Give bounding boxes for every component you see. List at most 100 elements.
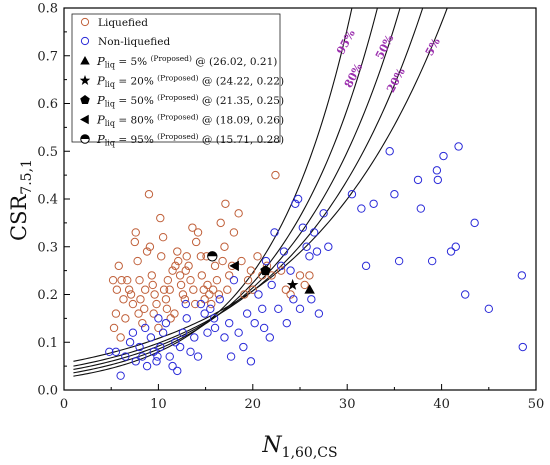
liquefied-point [214, 290, 224, 299]
liquefied-point [156, 213, 165, 223]
liquefied-point [200, 295, 209, 304]
non-liquefied-point [265, 333, 274, 342]
liquefied-point [130, 237, 140, 247]
liquefied-point [246, 266, 256, 275]
proposed-point [207, 251, 218, 262]
liquefied-point [144, 190, 154, 199]
liquefied-point [145, 242, 155, 251]
legend-pct: = 5% [115, 56, 150, 68]
curve-label: 50% [373, 32, 397, 61]
liquefied-point [124, 285, 134, 294]
legend-p-sub: liq [105, 100, 115, 109]
liquefied-point [163, 275, 173, 285]
liquefied-point [111, 309, 121, 318]
liquefied-point [128, 299, 138, 309]
non-liquefied-point [293, 194, 303, 204]
legend-pct: = 50% [115, 95, 157, 107]
non-liquefied-point [125, 338, 135, 347]
x-tick-label: 0 [60, 397, 68, 412]
liquefied-point [138, 318, 147, 328]
non-liquefied-point [518, 342, 527, 352]
legend-proposed-marker [80, 114, 89, 125]
liquefied-point [119, 295, 128, 304]
half-circle-fill [207, 251, 217, 257]
liquefied-point [178, 290, 188, 299]
liquefied-point [140, 304, 149, 314]
liquefied-point [174, 256, 183, 266]
x-tick-label: 50 [528, 397, 545, 412]
legend-liquefied-marker [80, 17, 90, 27]
non-liquefied-point [220, 333, 229, 342]
liquefied-point [196, 252, 206, 261]
non-liquefied-point [158, 328, 168, 337]
non-liquefied-point [319, 209, 328, 218]
non-liquefied-point [242, 309, 252, 318]
y-tick-label: 0.8 [37, 2, 58, 17]
non-liquefied-point [461, 290, 470, 299]
liquefied-point [180, 295, 190, 304]
non-liquefied-point [314, 309, 324, 318]
proposed-point [286, 278, 299, 290]
non-liquefied-point [432, 166, 442, 175]
liquefied-point [173, 247, 182, 256]
y-tick-label: 0.2 [37, 288, 58, 303]
y-tick-label: 0.3 [37, 240, 58, 255]
non-liquefied-point [138, 352, 147, 361]
non-liquefied-point [200, 309, 209, 318]
non-liquefied-point [416, 204, 426, 213]
liquefied-point [131, 228, 140, 237]
non-liquefied-point [369, 199, 378, 208]
legend-p-sub: liq [105, 61, 115, 70]
legend-p-sub: liq [105, 80, 115, 89]
legend-proposed-label: Pliq = 95% (Proposed) @ (15.71, 0.28) [96, 132, 284, 148]
non-liquefied-point [131, 357, 140, 366]
legend-proposed-marker [79, 75, 91, 85]
y-tick-label: 0.6 [37, 97, 58, 112]
liquefied-point [281, 285, 291, 294]
non-liquefied-point [309, 228, 319, 237]
non-liquefied-point [394, 256, 404, 266]
non-liquefied-point [171, 338, 180, 347]
legend-proposed-marker [80, 134, 90, 144]
liquefied-point [182, 252, 191, 261]
non-liquefied-point [140, 323, 150, 333]
legend-proposed-tag: (Proposed) [150, 54, 191, 63]
x-tick-label: 40 [433, 397, 450, 412]
liquefied-point [286, 290, 295, 299]
half-circle-fill [80, 134, 90, 139]
liquefied-point [253, 252, 262, 261]
liquefied-point [191, 299, 200, 309]
non-liquefied-point [446, 247, 456, 256]
liquefied-point [117, 275, 126, 285]
legend-proposed-marker [80, 56, 90, 65]
x-axis-ticks: 0 10 20 30 40 50 [60, 384, 544, 412]
liquefied-point [240, 290, 249, 299]
non-liquefied-point [165, 352, 174, 361]
non-liquefied-point [215, 295, 224, 304]
liquefied-point [150, 290, 159, 299]
non-liquefied-point [226, 352, 236, 361]
non-liquefied-point [259, 323, 269, 333]
non-liquefied-point [175, 342, 185, 352]
non-liquefied-point [168, 361, 177, 371]
liquefied-point [149, 309, 158, 318]
liquefied-point [205, 290, 214, 299]
liquefied-point [234, 209, 243, 218]
non-liquefied-point [484, 304, 493, 314]
non-liquefied-point [146, 333, 156, 342]
legend-p-symbol: P [96, 93, 105, 107]
liquefied-point [165, 285, 174, 294]
liquefied-point [207, 299, 216, 309]
liquefied-point [133, 256, 142, 266]
liquefied-point [276, 266, 286, 275]
liquefied-point [116, 333, 125, 342]
liquefied-point [171, 261, 180, 271]
non-liquefied-point [161, 318, 171, 328]
liquefied-point [221, 199, 230, 208]
non-liquefied-point [305, 252, 314, 261]
x-tick-label: 10 [150, 397, 167, 412]
liquefied-point [142, 247, 152, 256]
liquefied-point [225, 271, 234, 280]
liquefied-point [271, 170, 280, 180]
